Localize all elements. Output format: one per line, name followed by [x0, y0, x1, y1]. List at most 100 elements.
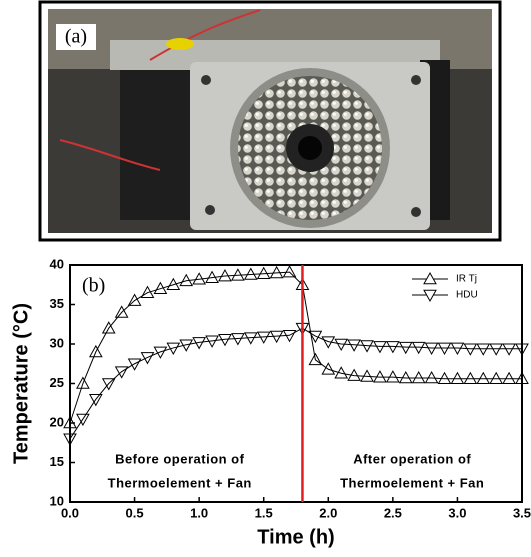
legend-marker — [423, 289, 437, 303]
marker — [88, 344, 103, 358]
marker — [373, 370, 387, 383]
y-tick-label: 30 — [50, 335, 64, 350]
y-tick-label: 15 — [50, 454, 64, 469]
marker — [179, 339, 194, 352]
marker — [192, 272, 206, 285]
marker — [411, 370, 426, 384]
marker — [127, 358, 142, 371]
marker — [179, 273, 194, 287]
marker — [450, 342, 465, 355]
marker — [489, 343, 504, 356]
panel-label: (b) — [82, 275, 105, 297]
label-box — [56, 24, 96, 50]
annotation: Thermoelement + Fan — [340, 475, 484, 490]
annotation: Before operation of — [115, 452, 245, 467]
x-tick-label: 3.5 — [513, 505, 531, 520]
marker — [243, 267, 258, 280]
marker — [218, 333, 232, 347]
marker — [386, 341, 400, 354]
marker — [218, 269, 232, 282]
marker — [463, 371, 478, 385]
marker — [515, 343, 529, 356]
photo: (a) — [38, 0, 502, 242]
marker — [231, 268, 245, 281]
marker — [127, 293, 142, 306]
panel-label: (a) — [65, 26, 87, 48]
marker — [114, 366, 129, 379]
marker — [437, 371, 452, 385]
marker — [282, 265, 297, 278]
marker — [269, 265, 284, 279]
marker — [76, 413, 90, 427]
x-tick-label: 2.5 — [384, 505, 402, 520]
x-tick-label: 1.0 — [190, 505, 208, 520]
marker — [476, 343, 491, 356]
marker — [101, 378, 116, 391]
y-tick-label: 40 — [50, 256, 64, 271]
marker — [463, 343, 478, 356]
x-tick-label: 3.0 — [448, 505, 466, 520]
screw — [205, 205, 215, 215]
marker — [76, 376, 90, 389]
marker — [63, 433, 77, 446]
marker — [256, 331, 271, 344]
marker — [256, 266, 271, 279]
x-tick-label: 2.0 — [319, 505, 337, 520]
marker — [153, 346, 168, 359]
marker — [269, 330, 284, 344]
marker — [347, 368, 361, 381]
x-tick-label: 0.0 — [61, 505, 79, 520]
marker — [282, 330, 297, 343]
heatsink-side — [120, 70, 200, 220]
marker — [321, 362, 336, 375]
marker — [360, 369, 374, 382]
marker — [411, 341, 426, 355]
connector — [166, 38, 194, 50]
series-line — [69, 327, 522, 440]
marker — [373, 341, 387, 354]
marker — [424, 342, 439, 355]
chart: 0.0 0.5 1.0 1.5 2.0 2.5 3.0 3.5 10 15 20 25 30 35 40 Ti… — [10, 256, 531, 548]
series-line — [69, 271, 522, 424]
marker — [140, 352, 155, 365]
marker — [398, 341, 413, 355]
marker — [153, 281, 168, 294]
marker — [398, 370, 413, 384]
y-tick-label: 20 — [50, 414, 64, 429]
marker — [166, 277, 181, 291]
annotation: After operation of — [353, 452, 471, 467]
marker — [166, 342, 181, 355]
marker — [140, 285, 155, 298]
marker — [360, 340, 374, 353]
x-axis-label: Time (h) — [257, 526, 334, 548]
marker — [321, 336, 336, 349]
wire — [149, 9, 261, 61]
marker — [308, 330, 323, 344]
marker — [437, 342, 452, 355]
x-tick-label: 0.5 — [126, 505, 144, 520]
marker — [334, 338, 349, 352]
annotation: Thermoelement + Fan — [108, 475, 252, 490]
marker — [489, 371, 504, 385]
x-tick-label: 1.5 — [255, 505, 273, 520]
legend-marker — [423, 271, 437, 285]
y-axis-label: Temperature (°C) — [10, 303, 32, 464]
marker — [88, 394, 103, 407]
legend-label: HDU — [456, 290, 478, 301]
wire — [59, 139, 161, 171]
marker — [515, 371, 529, 385]
marker — [347, 339, 361, 352]
marker — [243, 332, 258, 345]
marker — [334, 366, 349, 379]
marker — [63, 415, 77, 429]
y-tick-label: 35 — [50, 296, 64, 311]
screw — [411, 75, 421, 85]
screw — [411, 207, 421, 217]
y-tick-label: 10 — [50, 493, 64, 508]
marker — [205, 270, 219, 283]
marker — [231, 333, 245, 346]
marker — [192, 337, 206, 350]
lens-center — [298, 136, 322, 160]
screw — [201, 75, 211, 85]
